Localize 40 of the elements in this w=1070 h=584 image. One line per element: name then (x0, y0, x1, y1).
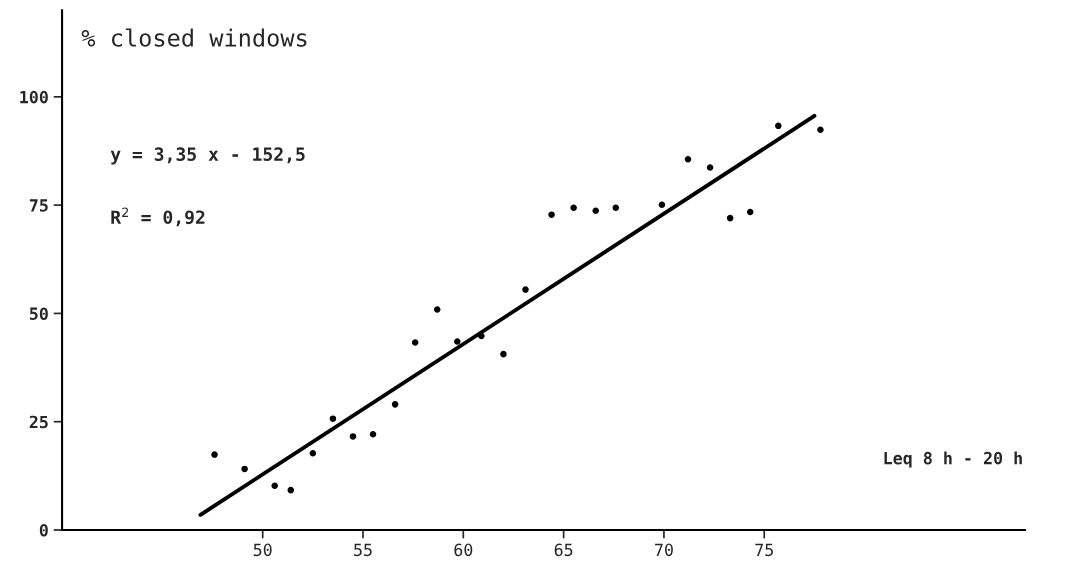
annotation: y = 3,35 x - 152,5 (110, 147, 305, 165)
point (309, 450, 317, 457)
point (369, 431, 377, 438)
point (391, 401, 399, 408)
point (271, 482, 278, 490)
x-axis-title: Leq 8 h - 20 h (884, 451, 1022, 468)
x-tick-label: 60 (454, 543, 473, 557)
x-tick-label: 65 (554, 543, 573, 557)
y-tick-label: 50 (29, 307, 48, 320)
point (522, 286, 529, 293)
y-tick-label: 0 (39, 523, 48, 537)
point (706, 164, 714, 171)
point (817, 126, 824, 134)
point (287, 486, 295, 494)
point (548, 211, 555, 218)
point (746, 208, 754, 216)
point (433, 306, 441, 313)
point (349, 433, 357, 440)
point (570, 204, 577, 211)
point (241, 465, 248, 473)
point (500, 350, 507, 358)
x-tick-label: 75 (755, 543, 773, 557)
point (775, 122, 782, 130)
point (726, 214, 734, 222)
point (592, 207, 599, 215)
point (454, 338, 461, 345)
point (684, 155, 692, 163)
x-tick-label: 70 (655, 543, 673, 557)
point (612, 204, 620, 211)
point (411, 339, 419, 346)
x-tick-label: 55 (354, 543, 372, 557)
y-tick-label: 100 (20, 90, 48, 104)
x-tick-label: 50 (253, 543, 272, 557)
y-tick-label: 75 (29, 199, 48, 212)
point (211, 451, 218, 458)
y-axis-title: % closed windows (81, 28, 307, 47)
point (658, 201, 666, 208)
annotation: R$^{2}$ = 0,92 (111, 207, 205, 227)
y-tick-label: 25 (29, 415, 48, 429)
point (329, 415, 337, 422)
